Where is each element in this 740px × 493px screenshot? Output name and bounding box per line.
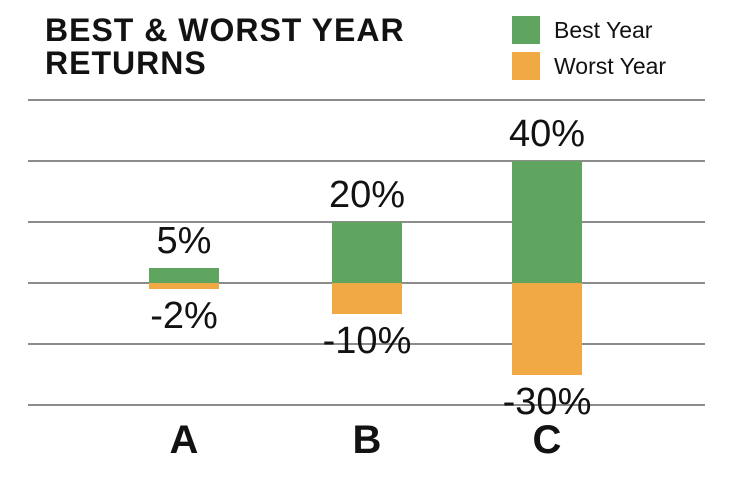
legend-item-best-year: Best Year bbox=[512, 16, 666, 44]
worst-year-label: Worst Year bbox=[554, 53, 667, 79]
best-year-swatch bbox=[512, 16, 540, 44]
bar-best-year-B bbox=[332, 222, 402, 283]
legend: Best Year Worst Year bbox=[512, 16, 666, 88]
bar-best-year-A bbox=[149, 268, 219, 283]
worst-value-label-B: -10% bbox=[322, 320, 412, 362]
category-label-B: B bbox=[352, 418, 382, 462]
bar-worst-year-A bbox=[149, 283, 219, 289]
category-label-C: C bbox=[532, 418, 562, 462]
worst-value-label-A: -2% bbox=[150, 295, 218, 337]
best-year-label: Best Year bbox=[554, 17, 653, 43]
best-value-label-B: 20% bbox=[328, 174, 406, 216]
chart-title-line-1: BEST & WORST YEAR bbox=[45, 12, 405, 48]
best-value-label-C: 40% bbox=[508, 113, 586, 155]
category-label-A: A bbox=[169, 418, 199, 462]
gridline-60 bbox=[28, 99, 705, 101]
bar-best-year-C bbox=[512, 161, 582, 283]
gridline--40 bbox=[28, 404, 705, 406]
bar-worst-year-B bbox=[332, 283, 402, 314]
chart-title: BEST & WORST YEAR RETURNS bbox=[45, 14, 405, 80]
bar-worst-year-C bbox=[512, 283, 582, 375]
best-value-label-A: 5% bbox=[156, 220, 212, 262]
worst-value-label-C: -30% bbox=[502, 381, 592, 423]
gridline--20 bbox=[28, 343, 705, 345]
legend-item-worst-year: Worst Year bbox=[512, 52, 666, 80]
chart-title-line-2: RETURNS bbox=[45, 45, 207, 81]
worst-year-swatch bbox=[512, 52, 540, 80]
gridline-40 bbox=[28, 160, 705, 162]
